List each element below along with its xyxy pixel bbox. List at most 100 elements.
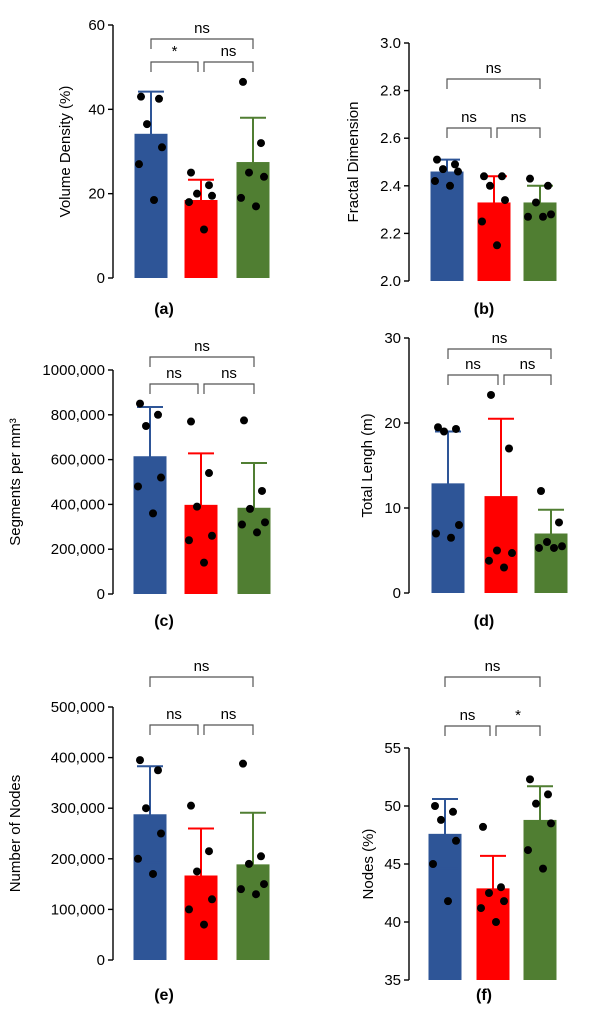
data-point — [479, 822, 487, 831]
significance-label: ns — [511, 109, 527, 126]
data-point — [158, 143, 166, 152]
data-point — [134, 482, 142, 491]
data-point — [535, 543, 543, 552]
data-point — [487, 390, 495, 399]
data-point — [493, 546, 501, 555]
data-point — [558, 542, 566, 551]
y-tick-label: 2.6 — [380, 130, 401, 147]
data-point — [208, 895, 216, 904]
data-point — [500, 563, 508, 572]
data-point — [185, 905, 193, 914]
panel-label: (b) — [474, 301, 494, 318]
significance-label: ns — [461, 109, 477, 126]
chart-panel-3: 0 200,000 400,000 600,000 800,000 1000,000 Seg… — [7, 338, 271, 630]
data-point — [505, 444, 513, 453]
data-point — [136, 399, 144, 408]
significance-label: ns — [194, 658, 210, 675]
y-axis-title: Segments per mm³ — [7, 418, 24, 546]
significance-label: ns — [221, 365, 237, 382]
data-point — [508, 549, 516, 558]
y-tick-label: 45 — [384, 856, 401, 873]
y-tick-label: 50 — [384, 798, 401, 815]
data-point — [439, 165, 447, 174]
data-point — [252, 202, 260, 211]
data-point — [257, 852, 265, 861]
data-point — [498, 172, 506, 181]
y-tick-label: 2.0 — [380, 273, 401, 290]
y-tick-label: 60 — [88, 17, 105, 34]
y-tick-label: 600,000 — [51, 452, 105, 469]
y-tick-label: 400,000 — [51, 750, 105, 767]
data-point — [157, 829, 165, 838]
data-point — [434, 423, 442, 432]
data-point — [187, 168, 195, 177]
y-tick-label: 300,000 — [51, 800, 105, 817]
y-tick-label: 20 — [88, 186, 105, 203]
data-point — [238, 520, 246, 529]
data-point — [187, 801, 195, 810]
significance-bracket — [149, 383, 199, 394]
y-tick-label: 0 — [393, 585, 401, 602]
significance-label: ns — [194, 20, 210, 37]
data-point — [142, 422, 150, 430]
significance-label: ns — [221, 43, 237, 60]
data-point — [193, 189, 201, 198]
data-point — [544, 181, 552, 190]
data-point — [200, 225, 208, 234]
data-point — [440, 427, 448, 436]
data-point — [185, 198, 193, 207]
data-point — [555, 518, 563, 527]
significance-label: * — [172, 43, 178, 60]
significance-bracket — [447, 374, 499, 385]
bar-group-1 — [430, 171, 464, 281]
data-point — [149, 509, 157, 518]
data-point — [526, 174, 534, 183]
data-point — [447, 533, 455, 542]
data-point — [239, 759, 247, 768]
data-point — [193, 502, 201, 511]
y-tick-label: 200,000 — [51, 541, 105, 558]
significance-bracket — [203, 724, 254, 735]
data-point — [433, 155, 441, 164]
y-axis-title: Volume Density (%) — [57, 86, 74, 218]
data-point — [261, 518, 269, 527]
data-point — [245, 168, 253, 177]
panel-label: (e) — [154, 987, 174, 1004]
data-point — [437, 815, 445, 824]
data-point — [260, 172, 268, 181]
significance-label: ns — [166, 706, 182, 723]
data-point — [208, 531, 216, 540]
data-point — [477, 904, 485, 913]
y-tick-label: 400,000 — [51, 496, 105, 513]
y-tick-label: 100,000 — [51, 901, 105, 918]
data-point — [478, 217, 486, 226]
significance-label: ns — [520, 356, 536, 373]
y-tick-label: 0 — [97, 586, 105, 603]
y-tick-label: 2.2 — [380, 225, 401, 242]
data-point — [492, 918, 500, 926]
significance-bracket — [496, 127, 541, 138]
significance-bracket — [444, 725, 491, 736]
data-point — [526, 775, 534, 784]
significance-bracket — [446, 78, 541, 89]
data-point — [431, 802, 439, 810]
y-axis-title: Number of Nodes — [7, 775, 24, 893]
y-axis-title: Nodes (%) — [360, 829, 377, 900]
data-point — [432, 529, 440, 538]
significance-label: ns — [492, 330, 508, 347]
data-point — [431, 177, 439, 186]
data-point — [451, 160, 459, 169]
significance-label: ns — [465, 356, 481, 373]
y-tick-label: 35 — [384, 972, 401, 989]
significance-label: ns — [460, 707, 476, 724]
data-point — [245, 859, 253, 868]
y-tick-label: 2.4 — [380, 178, 401, 195]
y-tick-label: 20 — [384, 415, 401, 432]
significance-label: ns — [194, 338, 210, 355]
significance-label: ns — [486, 60, 502, 77]
chart-panel-5: 0 100,000 200,000 300,000 400,000 500,000 Numb… — [7, 658, 270, 1004]
data-point — [154, 766, 162, 775]
significance-bracket — [149, 676, 254, 687]
data-point — [200, 558, 208, 567]
y-axis-title: Fractal Dimension — [345, 102, 362, 223]
